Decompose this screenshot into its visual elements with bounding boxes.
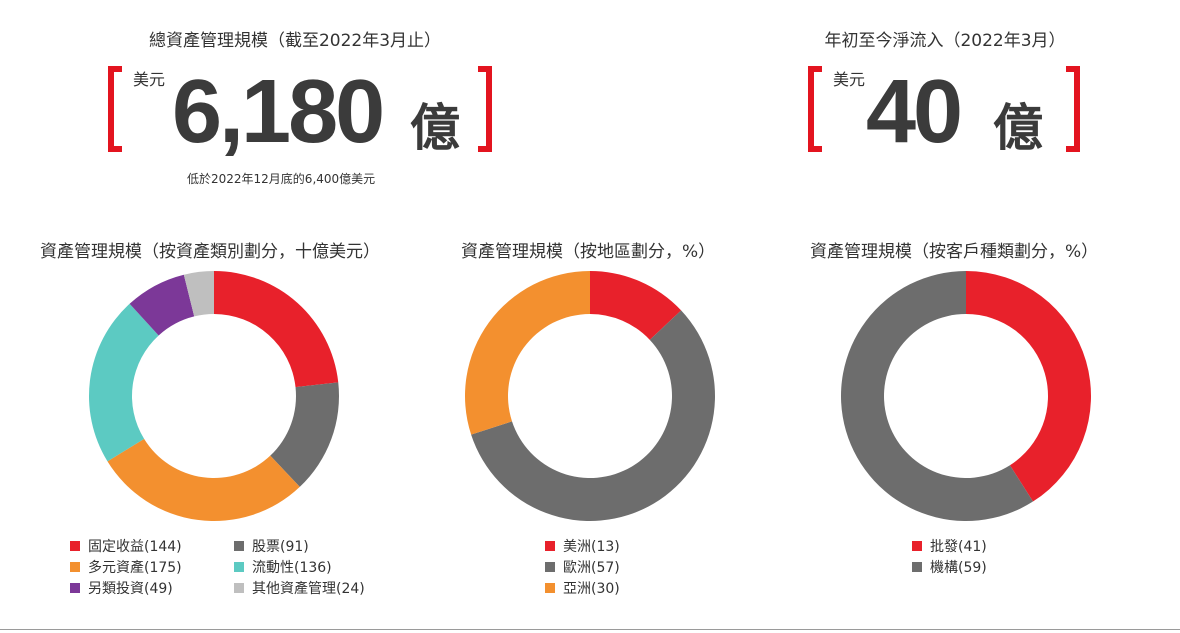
legend-item: 股票(91) [234,536,309,556]
legend-item: 其他資產管理(24) [234,578,365,598]
chart-title-client-type: 資產管理規模（按客戶種類劃分，%） [810,242,1099,262]
legend-swatch [234,583,244,593]
chart-title-region: 資產管理規模（按地區劃分，%） [461,242,716,262]
left-bracket-icon [108,66,122,152]
inflow-unit: 美元 [833,70,866,89]
legend-item: 亞洲(30) [545,578,620,598]
aum-suffix: 億 [410,99,460,157]
legend-item: 固定收益(144) [70,536,182,556]
legend-label: 歐洲(57) [563,560,620,576]
aum-title: 總資產管理規模（截至2022年3月止） [148,31,442,51]
legend-swatch [70,583,80,593]
legend-item: 多元資產(175) [70,557,182,577]
donut-chart-client-type [841,271,1091,521]
donut-slice-0-0 [214,271,339,388]
legend-swatch [234,541,244,551]
right-bracket-icon [1066,66,1080,152]
legend-label: 亞洲(30) [563,581,620,597]
donut-slice-2-0 [966,271,1091,502]
donut-slice-0-3 [89,303,159,462]
donut-slice-1-0 [590,271,682,340]
legend-region: 美洲(13) 歐洲(57) 亞洲(30) [545,536,695,598]
legend-label: 美洲(13) [563,539,620,555]
donut-slice-0-2 [107,438,300,521]
donut-slice-2-1 [841,271,1033,521]
legend-label: 多元資產(175) [88,560,182,576]
donut-slice-1-2 [465,271,590,435]
legend-swatch [545,583,555,593]
aum-value: 6,180 [172,62,385,162]
legend-label: 另類投資(49) [88,581,173,597]
legend-client-type: 批發(41) 機構(59) [912,536,1062,578]
inflow-value: 40 [866,62,963,162]
legend-label: 固定收益(144) [88,539,182,555]
legend-label: 股票(91) [252,539,309,555]
legend-swatch [70,562,80,572]
aum-unit: 美元 [133,70,166,89]
legend-swatch [70,541,80,551]
right-bracket-icon [478,66,492,152]
legend-item: 另類投資(49) [70,578,173,598]
legend-label: 其他資產管理(24) [252,581,365,597]
donut-chart-asset-class [89,271,339,521]
legend-item: 歐洲(57) [545,557,620,577]
chart-title-asset-class: 資產管理規模（按資產類別劃分，十億美元） [40,242,380,262]
legend-item: 流動性(136) [234,557,332,577]
left-bracket-icon [808,66,822,152]
legend-item: 美洲(13) [545,536,620,556]
legend-swatch [912,541,922,551]
legend-label: 流動性(136) [252,560,332,576]
bottom-divider [0,629,1180,630]
donut-slice-0-1 [270,382,339,487]
legend-swatch [912,562,922,572]
legend-item: 機構(59) [912,557,987,577]
inflow-title: 年初至今淨流入（2022年3月） [824,31,1066,51]
legend-label: 批發(41) [930,539,987,555]
legend-swatch [545,562,555,572]
legend-label: 機構(59) [930,560,987,576]
aum-note: 低於2022年12月底的6,400億美元 [187,172,376,186]
donut-slice-0-5 [183,271,214,317]
legend-asset-class: 固定收益(144) 股票(91) 多元資產(175) 流動性(136) 另類投資(49)… [70,536,400,598]
inflow-suffix: 億 [993,99,1043,157]
legend-swatch [234,562,244,572]
legend-item: 批發(41) [912,536,987,556]
donut-chart-region [465,271,715,521]
donut-slice-1-1 [471,310,715,521]
donut-slice-0-4 [129,274,195,336]
legend-swatch [545,541,555,551]
